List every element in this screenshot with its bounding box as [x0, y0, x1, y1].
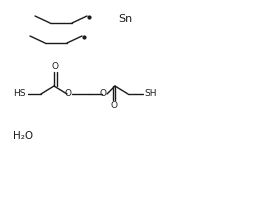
- Text: Sn: Sn: [118, 14, 132, 24]
- Text: O: O: [52, 62, 58, 71]
- Text: HS: HS: [13, 89, 26, 98]
- Text: H₂O: H₂O: [13, 131, 33, 141]
- Text: O: O: [110, 101, 118, 110]
- Text: O: O: [64, 89, 72, 98]
- Text: SH: SH: [144, 89, 156, 98]
- Text: O: O: [99, 89, 107, 98]
